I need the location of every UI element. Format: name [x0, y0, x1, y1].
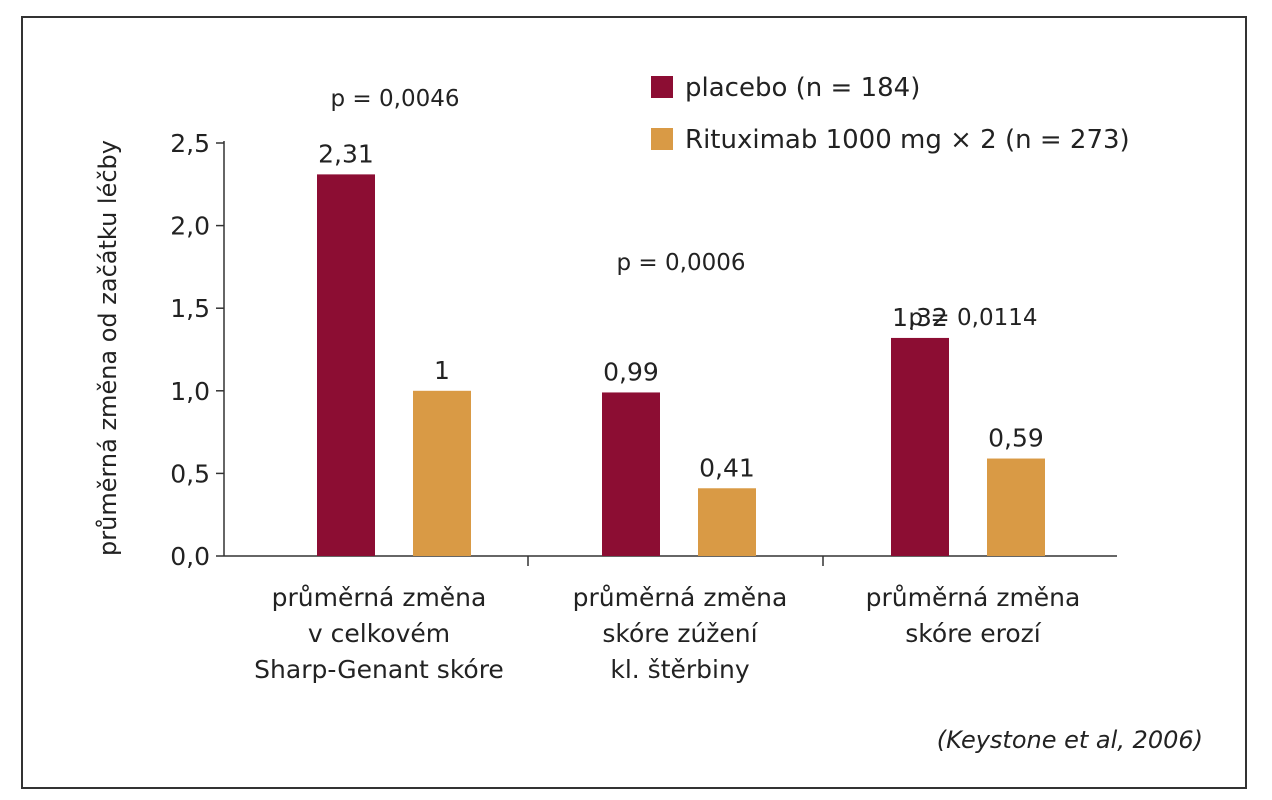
- bar: [602, 392, 660, 556]
- y-axis-title: průměrná změna od začátku léčby: [94, 140, 122, 556]
- bar-value-label: 0,59: [988, 424, 1044, 453]
- p-value-label: p = 0,0046: [331, 86, 460, 112]
- bar: [987, 458, 1045, 556]
- y-tick-label: 1,0: [170, 377, 210, 406]
- bar: [413, 390, 471, 556]
- p-value-label: p = 0,0114: [909, 305, 1038, 331]
- bar-value-label: 0,41: [699, 453, 755, 482]
- y-tick-label: 0,0: [170, 542, 210, 571]
- x-category-label: skóre zúžení: [602, 619, 758, 648]
- source-citation: (Keystone et al, 2006): [937, 726, 1203, 754]
- y-tick-label: 2,5: [170, 129, 210, 158]
- bar: [698, 488, 756, 556]
- x-category-label: v celkovém: [308, 619, 450, 648]
- x-category-label: průměrná změna: [866, 583, 1081, 612]
- bar-value-label: 1: [434, 356, 450, 385]
- bar-value-label: 0,99: [603, 357, 659, 386]
- x-category-label: skóre erozí: [905, 619, 1041, 648]
- legend-label: Rituximab 1000 mg × 2 (n = 273): [685, 125, 1130, 155]
- x-category-label: Sharp-Genant skóre: [254, 655, 504, 684]
- p-value-label: p = 0,0006: [617, 250, 746, 276]
- x-category-label: průměrná změna: [573, 583, 788, 612]
- legend-swatch: [651, 128, 673, 150]
- bar-value-label: 1,32: [892, 303, 948, 332]
- bar-chart: 0,0 0,5 1,0 1,5 2,0 2,5 průměrná změna od začá…: [94, 73, 1203, 754]
- legend-swatch: [651, 76, 673, 98]
- x-category-label: průměrná změna: [272, 583, 487, 612]
- chart-frame: 0,0 0,5 1,0 1,5 2,0 2,5 průměrná změna od začá…: [21, 16, 1247, 789]
- bar: [891, 337, 949, 556]
- y-tick-label: 2,0: [170, 212, 210, 241]
- y-tick-label: 1,5: [170, 294, 210, 323]
- bar-value-label: 2,31: [318, 139, 374, 168]
- legend-label: placebo (n = 184): [685, 73, 920, 103]
- y-tick-label: 0,5: [170, 459, 210, 488]
- x-category-label: kl. štěrbiny: [610, 655, 749, 684]
- bar: [317, 174, 375, 556]
